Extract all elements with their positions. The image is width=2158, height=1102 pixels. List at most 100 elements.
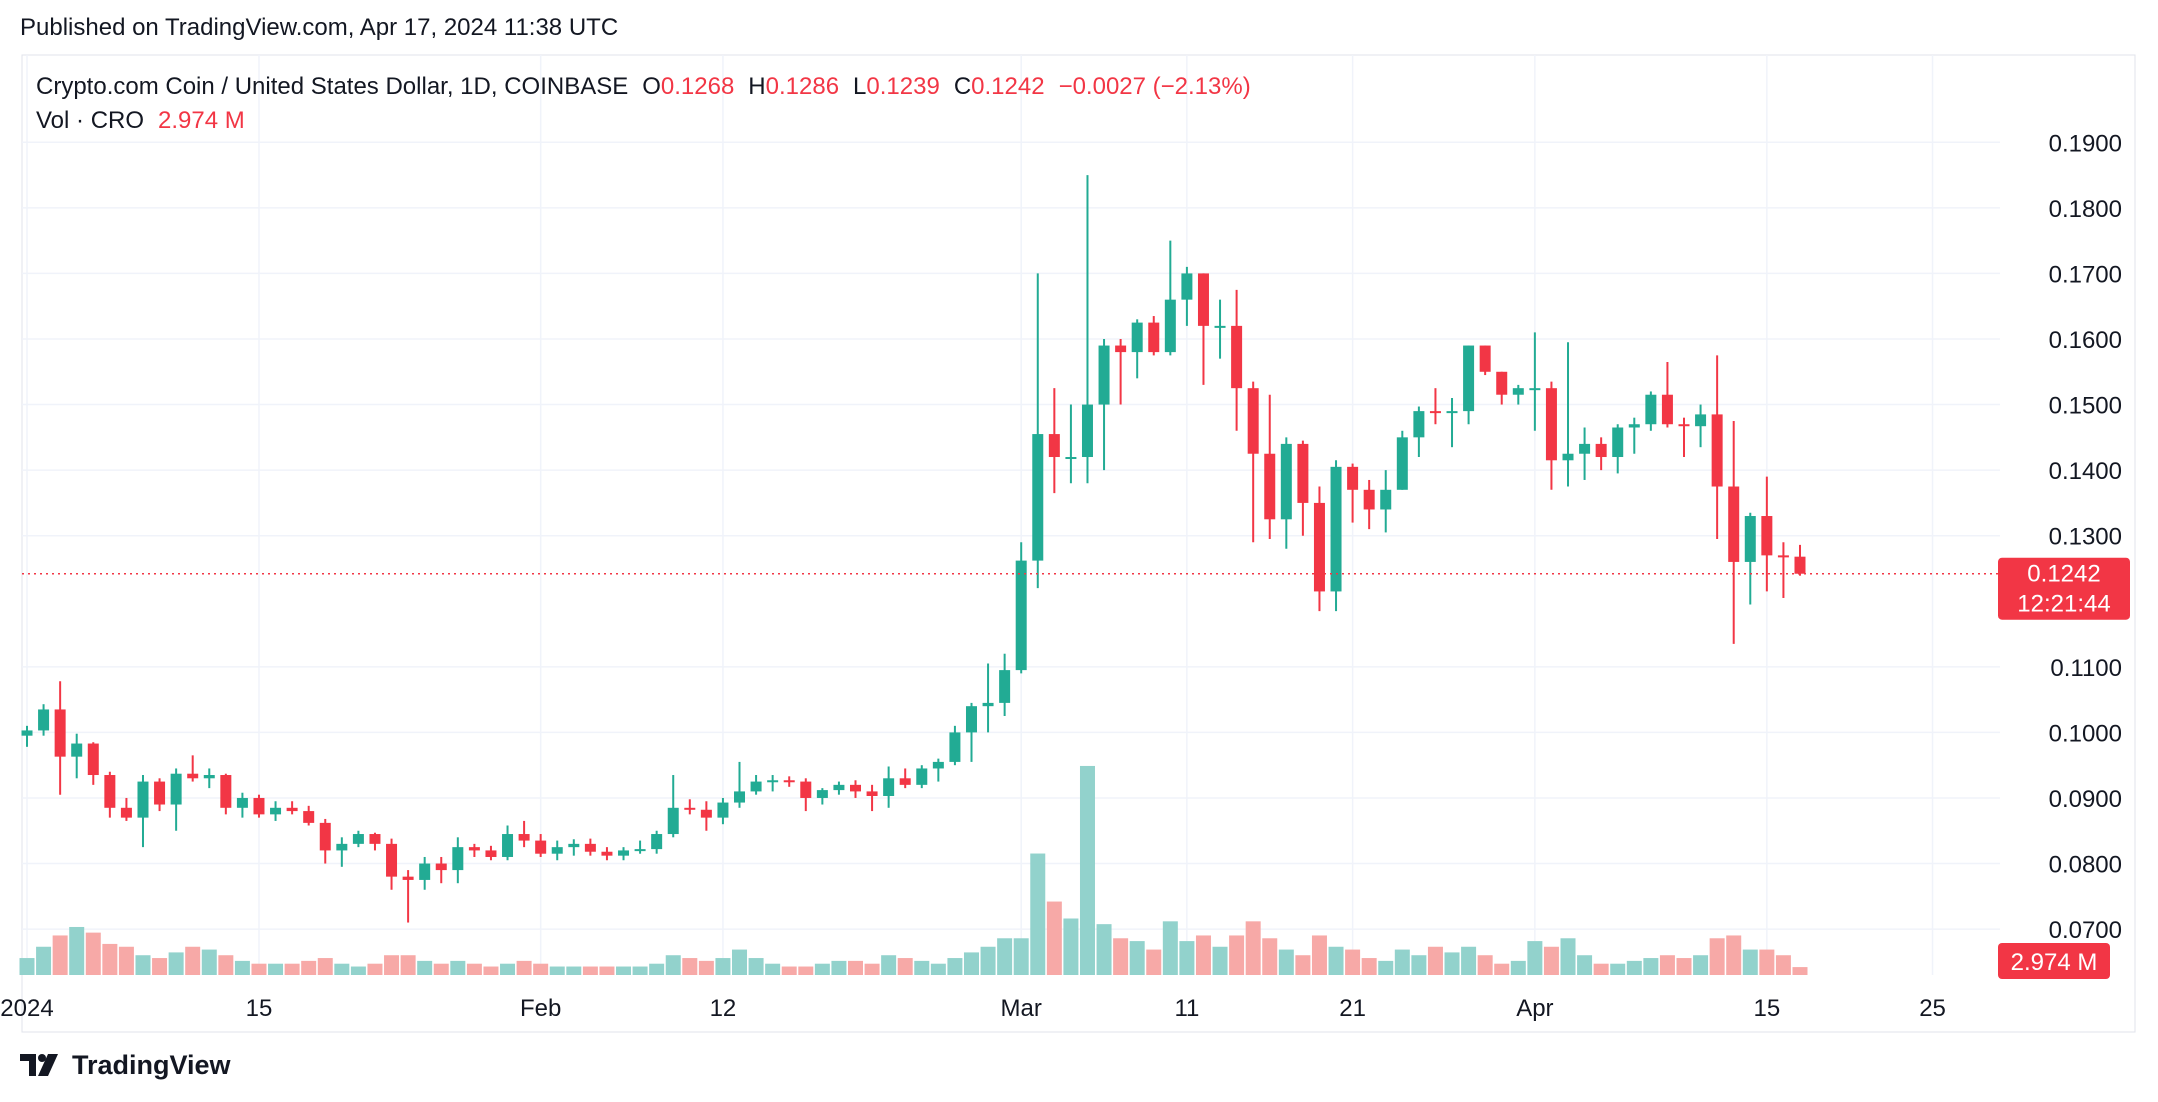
candle-body [1115,345,1127,353]
price-axis[interactable]: 0.1900 0.1800 0.1700 0.1600 0.1500 0.1400 0.13… [2049,130,2122,944]
volume-bar [1577,955,1593,975]
candles [21,175,1806,923]
volume-bar [665,955,681,975]
volume-bar [1063,918,1079,975]
candle-body [1264,453,1276,520]
candle-body [21,730,33,736]
volume-bar [848,960,863,975]
volume-bar [1477,955,1493,975]
candle-body [584,843,596,852]
candle-body [850,784,861,792]
candle-body [386,843,398,877]
candle-body [435,863,447,871]
volume-bar [1113,938,1129,975]
time-tick-label: Feb [520,995,561,1022]
candle-body [1479,345,1491,372]
volume-bar [549,966,565,975]
time-tick-label: 21 [1339,995,1366,1022]
candle-body [71,743,83,757]
candle-body [54,709,66,757]
time-tick-label: 15 [246,995,273,1022]
volume-bar [1626,960,1642,975]
volume-bar [1643,958,1659,975]
volume-bar [367,963,383,975]
volume-bar [1328,946,1344,975]
candle-body [1015,560,1027,671]
volume-bar [1461,946,1477,975]
volume-bar [384,955,400,975]
candle-body [38,709,50,731]
volume-bar [1345,949,1361,975]
volume-bar [1510,960,1526,975]
volume-bar [732,949,748,975]
candle-body [1280,443,1292,520]
volume-bar [980,946,996,975]
candle-body [535,840,547,854]
candle-body [965,706,977,733]
candle-body [303,811,315,823]
time-tick-label: 11 [1174,995,1199,1022]
candle-body [452,847,464,871]
volume-bar [864,963,880,975]
candlestick-chart[interactable]: 0.1900 0.1800 0.1700 0.1600 0.1500 0.1400 0.13… [0,0,2158,1040]
time-tick-label: Mar [1001,995,1042,1022]
candle-body [286,807,298,812]
price-tick-label: 0.1600 [2049,327,2122,354]
time-tick-label: 2024 [0,995,53,1022]
legend-line: Crypto.com Coin / United States Dollar, … [36,73,1251,100]
candle-body [618,850,630,856]
volume-bar [1030,853,1046,975]
volume-bar [69,926,85,975]
volume-bar [1278,949,1294,975]
volume-bar [698,960,714,975]
candle-body [336,843,348,851]
candle-body [154,781,166,805]
candle-body [270,807,282,815]
candle-body [1512,388,1524,395]
legend-high-key: H [748,73,765,100]
candle-body [369,834,381,844]
price-tick-label: 0.1900 [2049,130,2122,157]
volume-bar [1079,765,1095,975]
volume-bar [234,960,250,975]
volume-bar [914,960,930,975]
volume-bar [185,946,201,975]
volume-bar [1543,946,1559,975]
candle-body [551,847,563,854]
volume-bar [1444,952,1460,975]
candle-body [932,761,944,769]
time-axis[interactable]: 2024 15 Feb 12 Mar 11 21 Apr 15 25 [0,995,1946,1022]
volume-bar [1411,955,1427,975]
volume-bar [1742,949,1758,975]
volume-bar [1229,935,1245,975]
volume-bar [1394,949,1410,975]
volume-bar [1311,935,1327,975]
candle-body [1529,388,1541,391]
volume-bar [317,958,333,975]
candle-body [866,791,878,796]
candle-body [319,822,331,851]
bar-countdown: 12:21:44 [2017,591,2110,618]
legend-close-key: C [954,73,971,100]
volume-bar [1162,921,1178,975]
volume-bar [483,966,499,975]
volume-bar [466,963,482,975]
tradingview-logo[interactable]: TradingView [20,1050,231,1081]
candle-body [518,834,530,841]
candle-body [120,807,132,818]
candle-body [717,802,729,818]
candle-body [667,807,679,835]
volume-bar [1129,941,1145,975]
candle-body [1463,345,1475,412]
candle-body [1197,273,1209,326]
brand-name: TradingView [72,1050,231,1080]
volume-bar [268,963,284,975]
candle-body [1247,388,1259,454]
volume-bar [682,958,698,975]
volume-bar [1726,935,1742,975]
price-tick-label: 0.1700 [2049,261,2122,288]
candle-body [1777,555,1789,558]
candle-body [220,775,232,808]
candle-body [816,790,828,798]
last-price-value: 0.1242 [2027,561,2100,588]
